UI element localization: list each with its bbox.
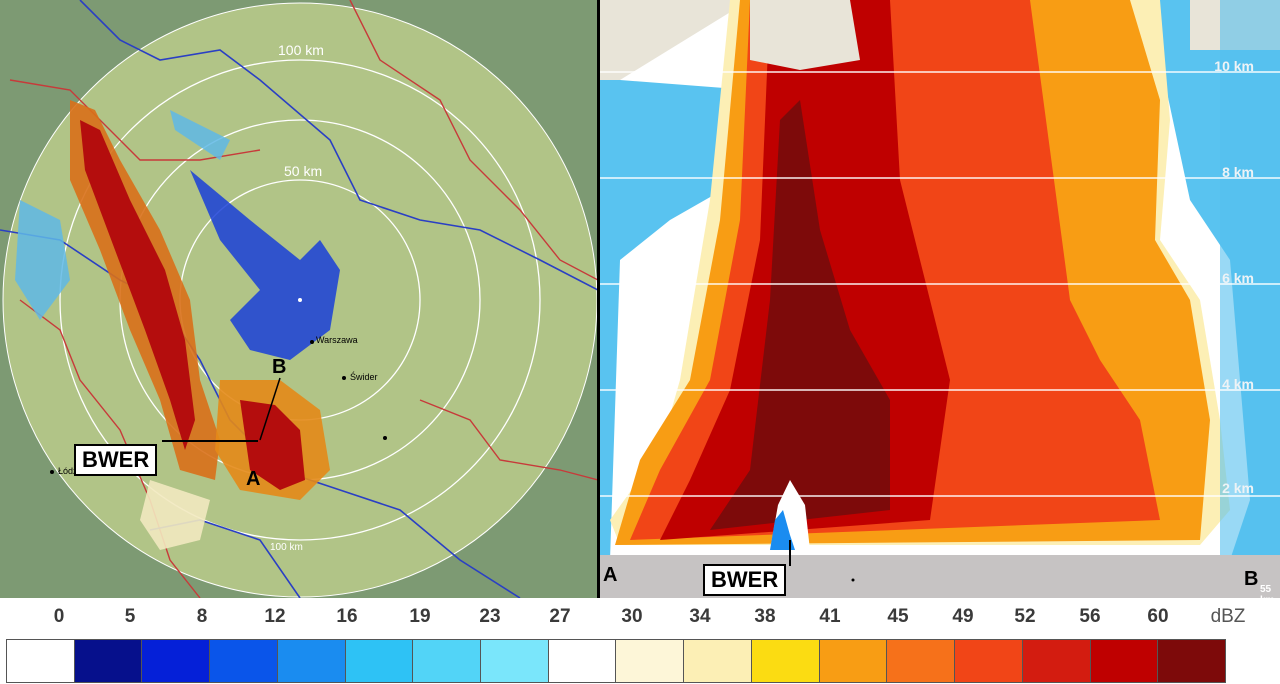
tick-23: 23 [479,606,501,627]
colorbar-swatch-15 [1022,640,1091,682]
range-label-100km-bottom: 100 km [270,542,303,553]
tick-41: 41 [819,606,841,627]
colorbar-swatch-16 [1090,640,1159,682]
range-label-50km: 50 km [284,163,323,179]
altitude-2km: 2 km [1222,480,1254,496]
altitude-8km: 8 km [1222,164,1254,180]
city-swider: Świder [350,372,378,382]
colorbar-swatch-0 [7,640,75,682]
cross-section-point-b: B [1244,568,1259,590]
tick-34: 34 [689,606,711,627]
tick-30: 30 [621,606,643,627]
cross-section-point-a: A [603,564,618,586]
point-b-marker: B [272,356,287,378]
ppi-graphics [0,0,598,598]
colorbar-tick-labels: 0 5 8 12 16 19 23 27 30 34 38 41 45 49 5… [0,600,1280,634]
colorbar-swatch-12 [819,640,888,682]
bwer-label-cross-section: BWER [703,564,787,596]
tick-45: 45 [887,606,909,627]
tick-12: 12 [264,606,286,627]
dbz-colorbar [6,639,1226,683]
radar-cross-section: 10 km 8 km 6 km 4 km 2 km A B 55 km BWER [600,0,1280,598]
colorbar-swatch-13 [887,640,956,682]
tick-0: 0 [53,606,65,627]
colorbar-swatch-8 [548,640,617,682]
colorbar-swatch-17 [1158,640,1225,682]
tick-56: 56 [1079,606,1101,627]
city-lodz: Łódź [58,466,78,476]
tick-5: 5 [124,606,136,627]
colorbar-swatch-11 [751,640,820,682]
altitude-4km: 4 km [1222,376,1254,392]
colorbar-swatch-3 [210,640,278,682]
distance-label: 55 km [1260,584,1274,598]
tick-60: 60 [1147,606,1169,627]
range-label-100km: 100 km [278,42,324,58]
colorbar-swatch-14 [955,640,1023,682]
tick-27: 27 [549,606,571,627]
colorbar-swatch-5 [345,640,414,682]
colorbar-swatch-10 [684,640,752,682]
point-a-marker: A [246,468,261,490]
tick-19: 19 [409,606,431,627]
tick-16: 16 [336,606,358,627]
colorbar-unit: dBZ [1210,606,1246,627]
colorbar-swatch-6 [413,640,482,682]
colorbar-swatch-7 [481,640,549,682]
tick-8: 8 [196,606,208,627]
radar-ppi-map: 100 km 50 km 100 km Warszawa Świder Łódź… [0,0,598,598]
altitude-6km: 6 km [1222,270,1254,286]
colorbar-swatch-4 [277,640,346,682]
tick-38: 38 [754,606,776,627]
panel-divider [597,0,600,598]
city-warszawa: Warszawa [316,335,358,345]
cross-section-graphics [600,0,1280,598]
tick-52: 52 [1014,606,1036,627]
altitude-10km: 10 km [1214,58,1254,74]
bwer-label-ppi: BWER [74,444,158,476]
colorbar-swatch-9 [616,640,685,682]
tick-49: 49 [952,606,974,627]
colorbar-swatch-2 [142,640,211,682]
colorbar-swatch-1 [74,640,143,682]
